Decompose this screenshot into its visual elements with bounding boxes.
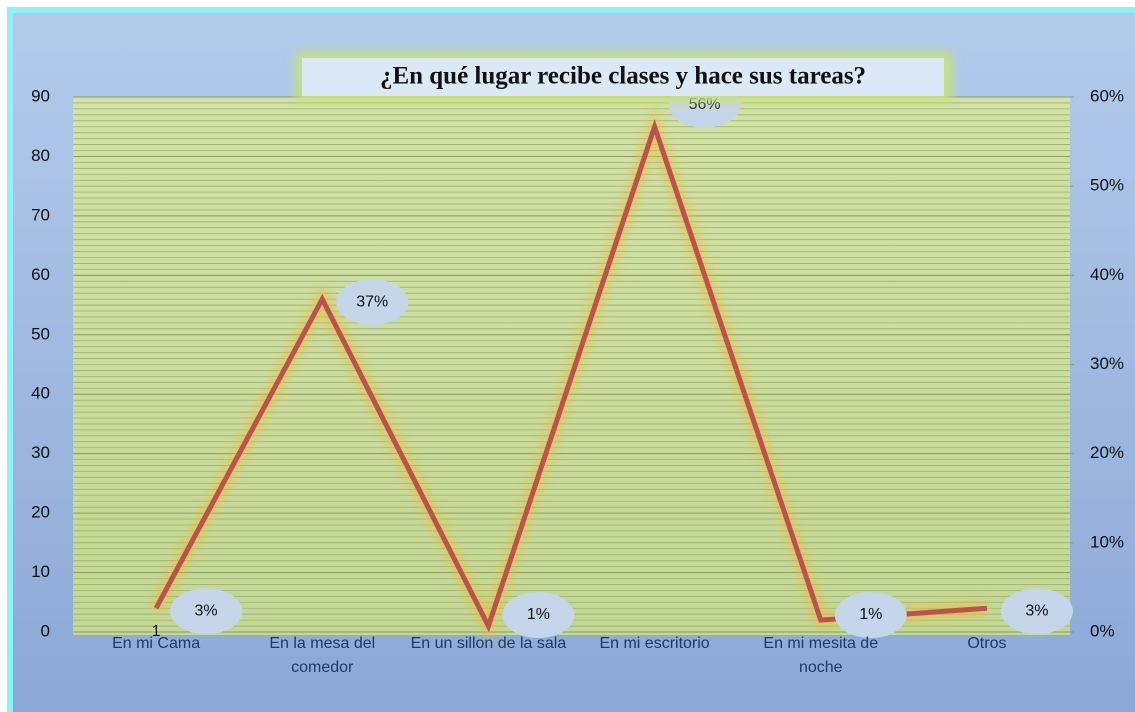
data-label-bubble — [1000, 588, 1073, 635]
y2-tick-label: 50% — [1090, 176, 1124, 195]
data-label: 37% — [356, 293, 388, 310]
title-box — [302, 58, 944, 96]
x-tick-label: Otros — [967, 635, 1007, 652]
data-label: 1% — [527, 606, 550, 623]
x-tick-label: En la mesa del comedor — [269, 635, 376, 676]
y-tick-label: 0 — [41, 621, 50, 640]
y2-tick-label: 30% — [1090, 354, 1124, 373]
data-label: 3% — [195, 602, 218, 619]
y-tick-label: 10 — [31, 562, 50, 581]
data-label-bubble — [834, 592, 907, 638]
y2-tick-label: 60% — [1090, 86, 1124, 105]
y-tick-label: 40 — [31, 384, 50, 403]
data-label-bubble — [336, 279, 409, 326]
x-tick-label: En mi Cama — [112, 635, 201, 652]
x-tick-label: En un sillon de la sala — [410, 635, 567, 652]
y-tick-label: 70 — [31, 205, 50, 224]
y2-tick-label: 10% — [1090, 532, 1124, 551]
y2-tick-label: 40% — [1090, 265, 1124, 284]
x-tick-label: En mi escritorio — [599, 635, 710, 652]
y-tick-label: 20 — [31, 503, 50, 522]
y-tick-label: 30 — [31, 443, 50, 462]
data-label: 1% — [859, 606, 882, 623]
annotation: 1 — [152, 623, 161, 640]
chart-title: ¿En qué lugar recibe clases y hace sus t… — [380, 63, 866, 90]
y2-tick-label: 0% — [1090, 621, 1115, 640]
y-tick-label: 90 — [31, 86, 50, 105]
y-tick-label: 50 — [31, 324, 50, 343]
data-label-bubble — [170, 588, 243, 635]
x-tick-label: En mi mesita de noche — [763, 635, 879, 676]
data-label-bubble — [502, 592, 575, 638]
y-tick-label: 80 — [31, 146, 50, 165]
y-tick-label: 60 — [31, 265, 50, 284]
y2-tick-label: 20% — [1090, 443, 1124, 462]
data-label: 3% — [1025, 602, 1048, 619]
